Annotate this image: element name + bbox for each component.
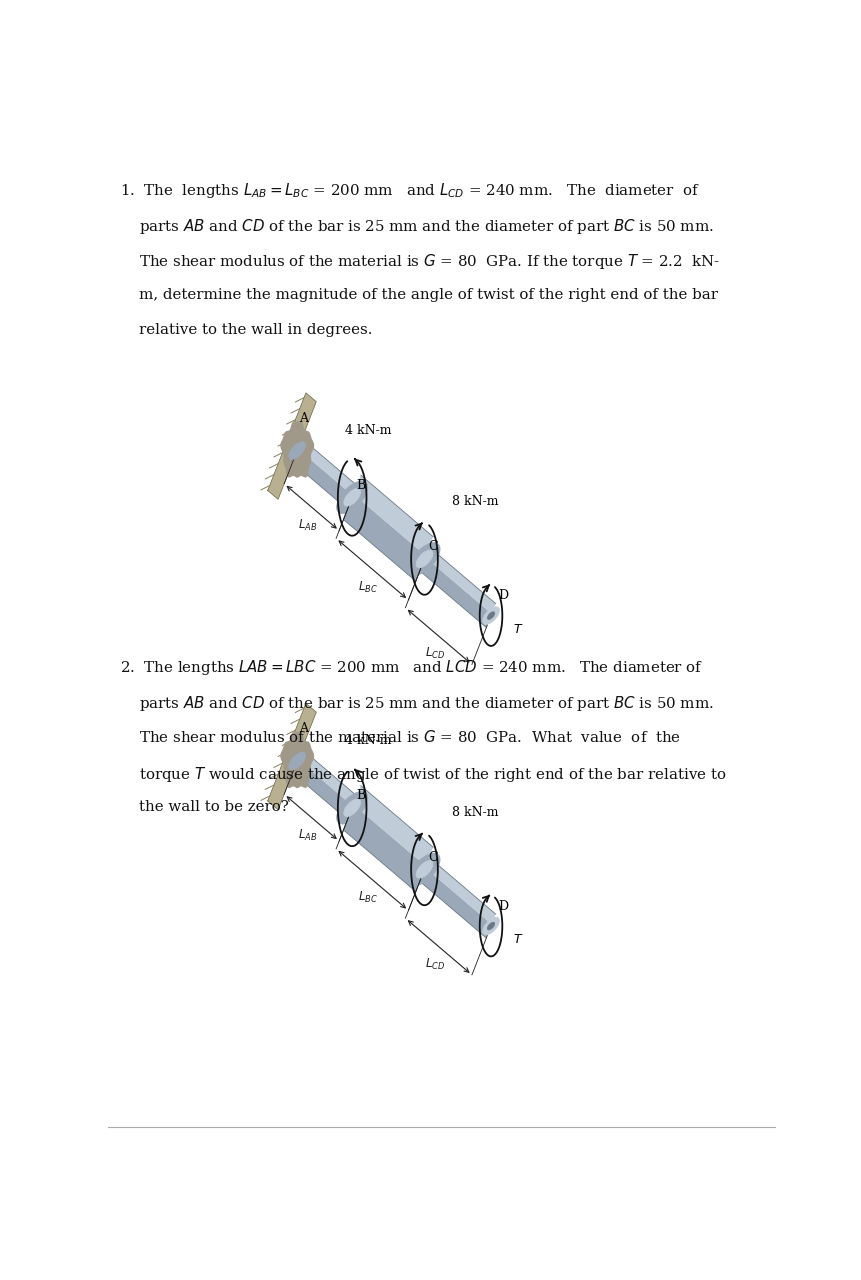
Ellipse shape bbox=[337, 481, 368, 513]
Polygon shape bbox=[280, 731, 313, 788]
Polygon shape bbox=[292, 449, 352, 509]
Text: The shear modulus of the material is $G$ = 80  GPa. If the torque $T$ = 2.2  kN-: The shear modulus of the material is $G$… bbox=[120, 252, 719, 271]
Text: $L_{AB}$: $L_{AB}$ bbox=[298, 517, 317, 532]
Text: 1.  The  lengths $L_{AB} = L_{BC}$ = 200 mm   and $L_{CD}$ = 240 mm.   The  diam: 1. The lengths $L_{AB} = L_{BC}$ = 200 m… bbox=[120, 182, 699, 200]
Text: parts $\mathit{AB}$ and $\mathit{CD}$ of the bar is 25 mm and the diameter of pa: parts $\mathit{AB}$ and $\mathit{CD}$ of… bbox=[120, 216, 713, 236]
Text: B: B bbox=[356, 479, 365, 492]
Ellipse shape bbox=[486, 922, 494, 931]
Text: $L_{BC}$: $L_{BC}$ bbox=[358, 890, 378, 905]
Text: $L_{CD}$: $L_{CD}$ bbox=[424, 956, 444, 972]
Ellipse shape bbox=[344, 799, 360, 817]
Text: the wall to be zero?: the wall to be zero? bbox=[120, 800, 288, 814]
Text: $T$: $T$ bbox=[512, 933, 523, 946]
Polygon shape bbox=[424, 547, 495, 614]
Text: 8 kN-m: 8 kN-m bbox=[451, 495, 498, 508]
Polygon shape bbox=[343, 494, 425, 581]
Polygon shape bbox=[419, 868, 491, 938]
Ellipse shape bbox=[288, 753, 305, 769]
Polygon shape bbox=[424, 858, 495, 924]
Text: m, determine the magnitude of the angle of twist of the right end of the bar: m, determine the magnitude of the angle … bbox=[120, 288, 717, 302]
Polygon shape bbox=[419, 557, 491, 627]
Ellipse shape bbox=[337, 791, 368, 824]
Text: D: D bbox=[497, 900, 507, 913]
Ellipse shape bbox=[416, 860, 432, 878]
Polygon shape bbox=[292, 759, 352, 819]
Ellipse shape bbox=[408, 854, 439, 886]
Polygon shape bbox=[268, 393, 316, 499]
Text: torque $T$ would cause the angle of twist of the right end of the bar relative t: torque $T$ would cause the angle of twis… bbox=[120, 764, 726, 783]
Text: 4 kN-m: 4 kN-m bbox=[344, 424, 391, 436]
Polygon shape bbox=[280, 421, 313, 477]
Ellipse shape bbox=[408, 543, 439, 575]
Ellipse shape bbox=[482, 918, 499, 934]
Polygon shape bbox=[343, 804, 425, 892]
Text: C: C bbox=[428, 540, 437, 553]
Ellipse shape bbox=[416, 550, 432, 567]
Polygon shape bbox=[298, 749, 356, 806]
Text: $L_{CD}$: $L_{CD}$ bbox=[424, 646, 444, 662]
Polygon shape bbox=[268, 703, 316, 810]
Text: $L_{BC}$: $L_{BC}$ bbox=[358, 580, 378, 594]
Text: parts $\mathit{AB}$ and $\mathit{CD}$ of the bar is 25 mm and the diameter of pa: parts $\mathit{AB}$ and $\mathit{CD}$ of… bbox=[120, 694, 713, 713]
Text: 2.  The lengths $\mathit{LAB} = \mathit{LBC}$ = 200 mm   and $\mathit{LCD}$ = 24: 2. The lengths $\mathit{LAB} = \mathit{L… bbox=[120, 658, 703, 677]
Polygon shape bbox=[353, 786, 433, 867]
Ellipse shape bbox=[482, 607, 499, 625]
Ellipse shape bbox=[486, 612, 494, 620]
Text: relative to the wall in degrees.: relative to the wall in degrees. bbox=[120, 323, 372, 337]
Text: 4 kN-m: 4 kN-m bbox=[344, 735, 391, 748]
Text: $T$: $T$ bbox=[512, 623, 523, 636]
Text: 8 kN-m: 8 kN-m bbox=[451, 806, 498, 819]
Text: $L_{AB}$: $L_{AB}$ bbox=[298, 828, 317, 844]
Text: D: D bbox=[497, 589, 507, 603]
Text: A: A bbox=[299, 412, 307, 425]
Text: C: C bbox=[428, 851, 437, 864]
Ellipse shape bbox=[288, 442, 305, 460]
Polygon shape bbox=[298, 439, 356, 495]
Text: A: A bbox=[299, 722, 307, 735]
Text: B: B bbox=[356, 788, 365, 803]
Ellipse shape bbox=[344, 489, 360, 506]
Text: The shear modulus of the material is $G$ = 80  GPa.  What  value  of  the: The shear modulus of the material is $G$… bbox=[120, 730, 680, 745]
Polygon shape bbox=[353, 475, 433, 556]
